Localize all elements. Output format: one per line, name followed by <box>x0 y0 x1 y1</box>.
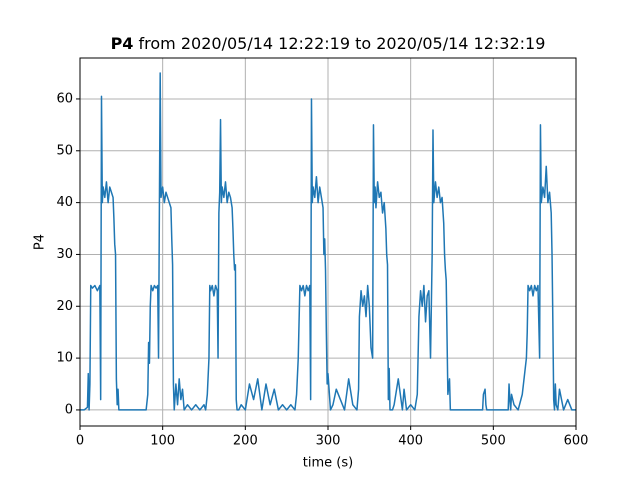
x-tick-label: 500 <box>481 434 506 449</box>
title-rest: from 2020/05/14 12:22:19 to 2020/05/14 1… <box>139 34 546 53</box>
y-tick-label: 50 <box>56 143 73 158</box>
y-tick-label: 20 <box>56 299 73 314</box>
y-tick-label: 0 <box>65 402 73 417</box>
x-tick-label: 300 <box>316 434 341 449</box>
title-bold: P4 <box>111 34 134 53</box>
x-tick-label: 400 <box>398 434 423 449</box>
y-tick-label: 40 <box>56 195 73 210</box>
y-tick-label: 60 <box>56 91 73 106</box>
y-tick-label: 10 <box>56 351 73 366</box>
x-tick-label: 200 <box>233 434 258 449</box>
plot-frame <box>79 57 577 427</box>
x-tick-label: 0 <box>76 434 84 449</box>
x-tick-label: 100 <box>150 434 175 449</box>
chart-title: P4 from 2020/05/14 12:22:19 to 2020/05/1… <box>111 34 546 53</box>
y-tick-label: 30 <box>56 247 73 262</box>
x-tick-label: 600 <box>564 434 589 449</box>
y-axis-label: P4 <box>33 234 48 250</box>
data-line <box>80 72 576 411</box>
x-axis-label: time (s) <box>303 456 353 471</box>
